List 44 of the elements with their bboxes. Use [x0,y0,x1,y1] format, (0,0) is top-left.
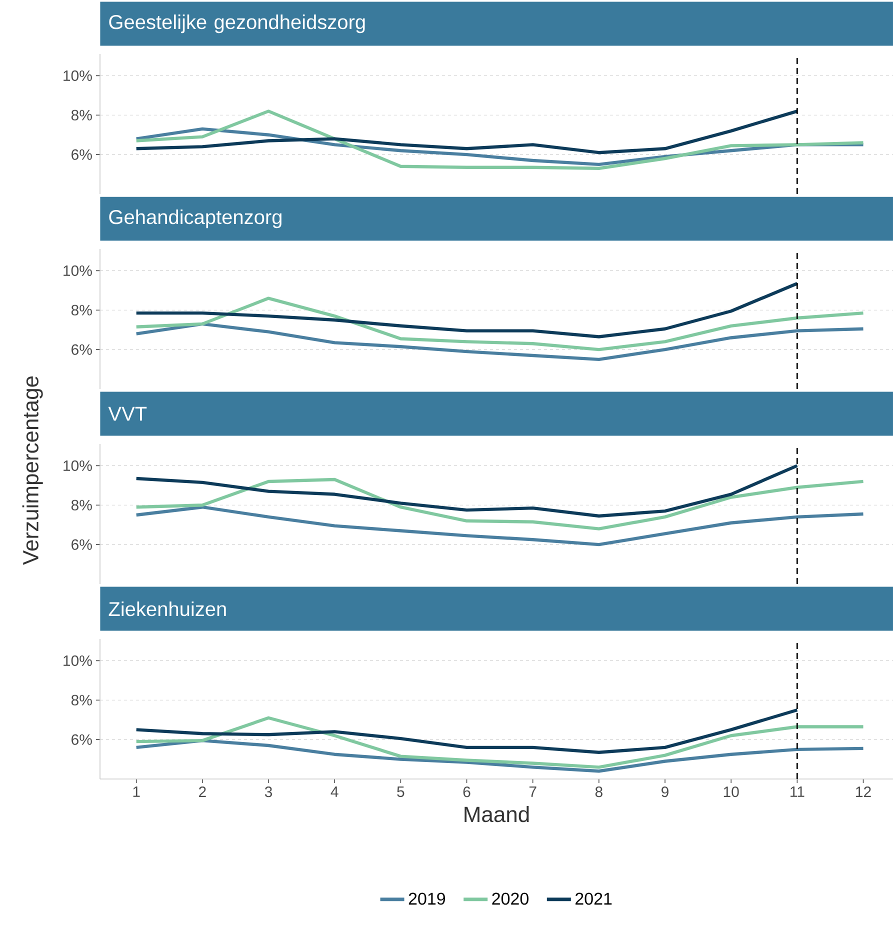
x-tick-label: 10 [724,786,739,798]
x-tick-label: 6 [463,786,470,798]
y-tick-label: 10% [64,460,92,471]
x-tick-label: 1 [133,786,140,797]
line-series [134,322,865,362]
x-tick-label: 9 [662,786,668,798]
line-series [134,506,865,546]
y-tick-label: 10% [64,655,92,666]
x-tick-label: 2 [199,786,206,798]
y-tick-label: 6% [72,734,92,745]
x-tick-label: 5 [397,786,404,797]
line-series [134,110,865,170]
chart-title: Ziekenhuizen [108,601,226,616]
y-tick-label: 10% [64,70,92,81]
line-series [134,738,865,773]
x-tick-label: 7 [529,786,536,797]
line-series [134,282,799,338]
line-series [134,716,865,769]
legend-label: 2019 [408,892,446,905]
y-tick-label: 8% [71,694,92,706]
x-axis-title: Maand [464,806,529,822]
x-tick-label: 4 [330,786,338,797]
chart-title: Geestelijke gezondheidszorg [109,14,365,34]
chart-title: VVT [108,406,147,421]
y-tick-label: 8% [71,500,92,510]
line-series [134,478,865,530]
legend-label: 2020 [492,892,528,905]
x-tick-label: 12 [856,786,871,798]
y-tick-label: 10% [64,265,92,276]
y-tick-label: 8% [71,110,92,120]
line-series [134,464,799,518]
x-tick-label: 3 [264,786,272,798]
line-series [134,296,865,352]
y-tick-label: 6% [72,344,92,355]
x-tick-label: 11 [790,786,804,797]
x-tick-label: 8 [595,786,602,798]
line-series [134,110,799,154]
y-axis-title: Verzuimpercentage [22,376,43,565]
chart-title: Gehandicaptenzorg [109,209,282,228]
y-tick-label: 6% [72,539,92,550]
legend-label: 2021 [576,892,612,905]
y-tick-label: 8% [71,304,92,316]
y-tick-label: 6% [72,149,92,160]
line-series [134,708,799,754]
